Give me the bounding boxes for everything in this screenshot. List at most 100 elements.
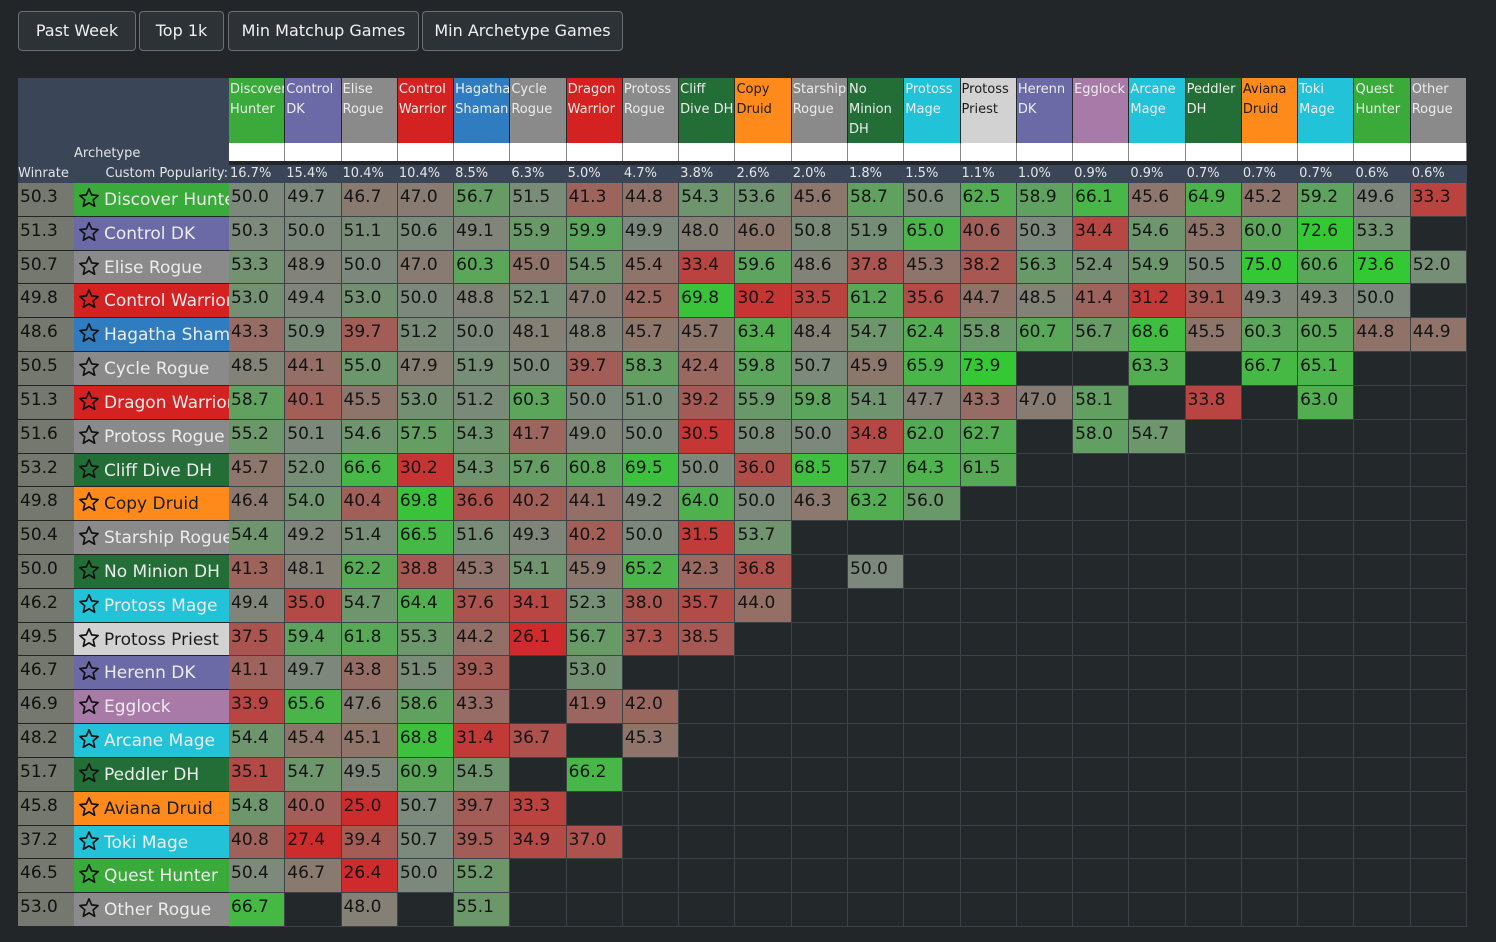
favorite-star[interactable] — [78, 660, 100, 682]
empty-cell — [960, 622, 1017, 657]
matchup-cell: 59.4 — [285, 622, 342, 657]
matchup-cell: 49.4 — [285, 284, 342, 319]
favorite-star[interactable] — [78, 559, 100, 581]
empty-cell — [1073, 453, 1130, 488]
matchup-cell: 57.5 — [397, 419, 455, 454]
matchup-cell: 48.8 — [454, 284, 511, 319]
archetype-name: Herenn DK — [104, 663, 196, 684]
matchup-cell: 30.2 — [735, 284, 792, 319]
favorite-star[interactable] — [78, 762, 100, 784]
matchup-cell: 46.3 — [791, 487, 848, 522]
favorite-star[interactable] — [78, 288, 100, 310]
column-header: Cliff Dive DH — [679, 78, 736, 143]
favorite-star[interactable] — [78, 897, 100, 919]
favorite-star[interactable] — [78, 593, 100, 615]
empty-cell — [622, 859, 680, 894]
favorite-star[interactable] — [78, 694, 100, 716]
empty-cell — [1241, 385, 1299, 420]
archetype-cell: Peddler DH — [74, 757, 229, 792]
popularity-value: 2.0% — [792, 166, 826, 181]
matchup-cell: 50.0 — [397, 859, 455, 894]
filter-button[interactable]: Min Matchup Games — [228, 11, 419, 51]
filter-button[interactable]: Min Archetype Games — [422, 11, 623, 51]
matchup-cell: 34.8 — [848, 419, 905, 454]
favorite-star[interactable] — [78, 525, 100, 547]
matchup-cell: 43.3 — [960, 385, 1017, 420]
matchup-cell: 41.9 — [566, 690, 623, 725]
matchup-cell: 33.3 — [1410, 183, 1467, 217]
winrate-cell: 51.7 — [18, 757, 74, 792]
matchup-cell: 40.6 — [960, 216, 1017, 251]
empty-cell — [1410, 724, 1467, 758]
header-strip — [285, 143, 342, 161]
matchup-cell: 52.3 — [566, 588, 623, 623]
header-strip — [229, 143, 286, 161]
matchup-cell: 51.5 — [397, 656, 455, 691]
archetype-name: Egglock — [104, 697, 171, 718]
empty-cell — [848, 859, 905, 894]
matchup-cell: 50.0 — [397, 284, 455, 319]
matchup-cell: 56.7 — [1073, 318, 1130, 353]
favorite-star[interactable] — [78, 491, 100, 513]
filter-button[interactable]: Top 1k — [139, 11, 224, 51]
empty-cell — [679, 656, 736, 691]
favorite-star[interactable] — [78, 728, 100, 750]
empty-cell — [735, 859, 792, 894]
column-header: Egglock — [1073, 78, 1130, 143]
matchup-cell: 55.8 — [960, 318, 1017, 353]
empty-cell — [1016, 622, 1074, 657]
popularity-value: 10.4% — [342, 166, 384, 181]
column-header: Copy Druid — [735, 78, 792, 143]
favorite-star[interactable] — [78, 255, 100, 277]
favorite-star[interactable] — [78, 627, 100, 649]
matchup-cell: 43.3 — [229, 318, 286, 353]
matchup-cell: 36.0 — [735, 453, 792, 488]
matchup-cell: 50.8 — [791, 216, 848, 251]
favorite-star[interactable] — [78, 424, 100, 446]
favorite-star[interactable] — [78, 458, 100, 480]
matchup-cell: 51.2 — [397, 318, 455, 353]
favorite-star[interactable] — [78, 390, 100, 412]
archetype-cell: Egglock — [74, 690, 229, 725]
favorite-star[interactable] — [78, 187, 100, 209]
empty-cell — [1129, 724, 1186, 758]
empty-cell — [1185, 791, 1242, 826]
empty-cell — [1410, 893, 1467, 927]
popularity-value: 0.7% — [1299, 166, 1333, 181]
matchup-cell: 53.0 — [229, 284, 286, 319]
matchup-cell: 45.1 — [341, 724, 398, 758]
matchup-cell: 35.7 — [679, 588, 736, 623]
popularity-value: 6.3% — [511, 166, 545, 181]
favorite-star[interactable] — [78, 863, 100, 885]
empty-cell — [1241, 588, 1299, 623]
archetype-name: Control Warrior — [104, 291, 229, 312]
favorite-star[interactable] — [78, 221, 100, 243]
favorite-star[interactable] — [78, 796, 100, 818]
empty-cell — [1410, 859, 1467, 894]
empty-cell — [960, 825, 1017, 860]
favorite-star[interactable] — [78, 356, 100, 378]
empty-cell — [1354, 588, 1411, 623]
matchup-cell: 49.3 — [1241, 284, 1299, 319]
favorite-star[interactable] — [78, 322, 100, 344]
favorite-star[interactable] — [78, 830, 100, 852]
empty-cell — [1410, 419, 1467, 454]
matchup-cell: 40.4 — [341, 487, 398, 522]
matchup-cell: 41.1 — [229, 656, 286, 691]
empty-cell — [1298, 825, 1355, 860]
matchup-cell: 44.9 — [1410, 318, 1467, 353]
column-header: Control DK — [285, 78, 342, 143]
empty-cell — [679, 791, 736, 826]
matchup-cell: 59.8 — [735, 352, 792, 386]
matchup-cell: 54.7 — [341, 588, 398, 623]
matchup-cell: 45.5 — [1185, 318, 1242, 353]
filter-button[interactable]: Past Week — [18, 11, 136, 51]
matchup-cell: 39.7 — [454, 791, 511, 826]
matchup-cell: 38.5 — [679, 622, 736, 657]
empty-cell — [791, 724, 848, 758]
empty-cell — [1185, 825, 1242, 860]
matchup-cell: 54.9 — [1129, 250, 1186, 285]
empty-cell — [1410, 825, 1467, 860]
matchup-cell: 60.6 — [1298, 250, 1355, 285]
empty-cell — [735, 893, 792, 927]
